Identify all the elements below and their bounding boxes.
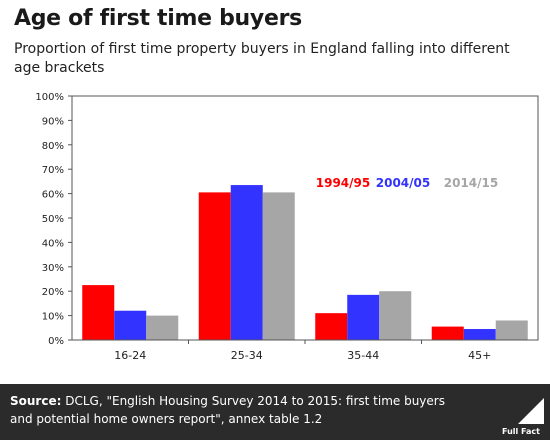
- full-fact-logo: Full Fact: [500, 398, 544, 438]
- y-tick-label: 60%: [42, 190, 64, 201]
- legend-item: 2014/15: [444, 176, 498, 190]
- chart-subtitle: Proportion of first time property buyers…: [14, 41, 510, 76]
- y-tick-label: 10%: [42, 312, 64, 323]
- legend: 1994/95 2004/05 2014/15: [316, 176, 498, 190]
- y-tick-label: 100%: [35, 92, 64, 103]
- bar-1994-95-16-24: [82, 285, 115, 340]
- y-axis-ticks: 0% 10% 20% 30% 40% 50% 60% 70% 80% 90% 100%: [35, 92, 72, 347]
- logo-stairs-icon: [518, 398, 544, 424]
- bar-2004-05-25-34: [230, 185, 263, 340]
- x-tick-label: 45+: [468, 349, 491, 362]
- x-tick-label: 25-34: [231, 349, 263, 362]
- y-tick-label: 40%: [42, 238, 64, 249]
- y-tick-label: 30%: [42, 263, 64, 274]
- x-tick-label: 16-24: [114, 349, 146, 362]
- bar-2004-05-35-44: [347, 294, 380, 340]
- legend-item: 1994/95: [316, 176, 370, 190]
- bar-2004-05-45+: [463, 329, 496, 340]
- bars: [82, 185, 528, 340]
- source-text: DCLG, "English Housing Survey 2014 to 20…: [10, 394, 445, 426]
- y-tick-label: 80%: [42, 141, 64, 152]
- bar-2014-15-25-34: [262, 192, 295, 340]
- bar-1994-95-25-34: [198, 192, 231, 340]
- y-tick-label: 90%: [42, 116, 64, 127]
- bar-2014-15-16-24: [146, 315, 179, 340]
- plot-frame: [71, 95, 539, 341]
- bar-2004-05-16-24: [114, 310, 147, 340]
- x-tick-label: 35-44: [347, 349, 379, 362]
- bar-2014-15-35-44: [379, 291, 412, 340]
- logo-text: Full Fact: [502, 427, 540, 436]
- y-tick-label: 70%: [42, 165, 64, 176]
- y-tick-label: 50%: [42, 214, 64, 225]
- y-tick-label: 0%: [48, 336, 64, 347]
- legend-item: 2004/05: [376, 176, 430, 190]
- bar-1994-95-45+: [431, 326, 464, 340]
- bar-2014-15-45+: [495, 320, 528, 340]
- source-note: Source: DCLG, "English Housing Survey 20…: [10, 392, 460, 428]
- source-label: Source:: [10, 394, 62, 408]
- chart-title: Age of first time buyers: [14, 6, 302, 31]
- x-axis: 16-24 25-34 35-44 45+: [114, 340, 491, 362]
- bar-chart: 0% 10% 20% 30% 40% 50% 60% 70% 80% 90% 100% 16-24 2…: [35, 92, 539, 362]
- source-footer: Source: DCLG, "English Housing Survey 20…: [0, 384, 550, 440]
- bar-1994-95-35-44: [315, 313, 348, 340]
- y-tick-label: 20%: [42, 287, 64, 298]
